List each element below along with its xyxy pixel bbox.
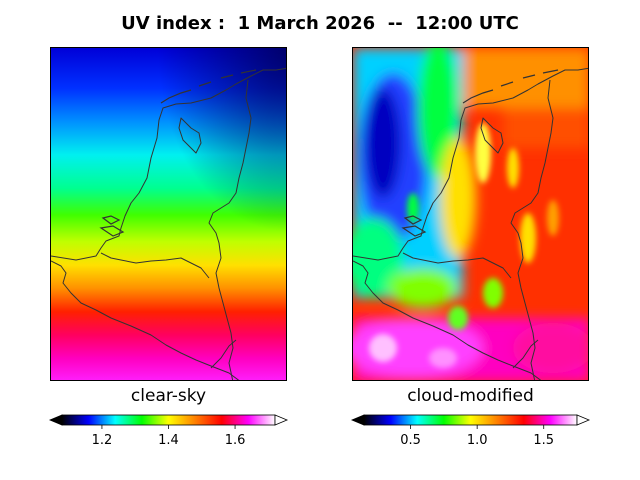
map-title: UV index : 1 March 2026 -- 12:00 UTC: [121, 13, 519, 34]
clear-sky-colorbar-tick-label: 1.6: [225, 433, 246, 448]
clear-sky-caption: clear-sky: [130, 386, 207, 406]
clear-sky-colorbar-tick-label: 1.2: [92, 433, 113, 448]
cloud-modified-colorbar-extend-min: [350, 414, 365, 426]
cloud-modified-colorbar-tick-label: 0.5: [400, 433, 421, 448]
cloud-modified-colorbar-tick-label: 1.5: [533, 433, 554, 448]
clear-sky-colorbar-extend-min: [48, 414, 63, 426]
cloud-modified-map: [352, 47, 589, 381]
country-borders: [353, 67, 588, 380]
cloud-modified-colorbar: 0.5 1.0 1.5: [350, 414, 591, 448]
cloud-modified-colorbar-tick-label: 1.0: [467, 433, 488, 448]
clear-sky-colorbar: 1.2 1.4 1.6: [48, 414, 289, 448]
cloud-modified-caption: cloud-modified: [407, 386, 534, 406]
clear-sky-colorbar-extend-max: [274, 414, 289, 426]
cloud-modified-colorbar-gradient: [363, 414, 578, 426]
cloud-modified-colorbar-extend-max: [576, 414, 591, 426]
clear-sky-colorbar-gradient: [61, 414, 276, 426]
clear-sky-map: [50, 47, 287, 381]
clear-sky-colorbar-tick-label: 1.4: [158, 433, 179, 448]
country-borders: [51, 67, 286, 380]
